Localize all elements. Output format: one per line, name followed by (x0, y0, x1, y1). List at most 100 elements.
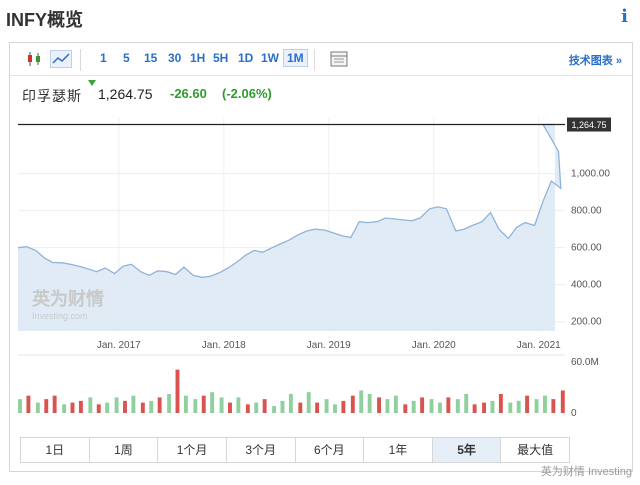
price-change: -26.60 (170, 86, 207, 101)
volume-bar (482, 402, 487, 413)
volume-bar (228, 402, 232, 413)
volume-bar (140, 402, 145, 413)
interval-5[interactable]: 5 (123, 51, 130, 65)
volume-bar (105, 402, 110, 413)
volume-bar (123, 400, 127, 413)
candlestick-icon[interactable] (24, 50, 46, 68)
volume-bar (280, 400, 285, 413)
volume-bar (315, 402, 320, 413)
chart-widget: 1 5 15 30 1H 5H 1D 1W 1M 技术图表 » 印孚瑟斯 1,2… (9, 42, 633, 472)
volume-bar (298, 402, 303, 413)
range-button[interactable]: 1日 (21, 438, 90, 462)
range-button[interactable]: 1周 (89, 438, 159, 462)
volume-bar (236, 397, 241, 413)
y-tick-label: 800.00 (571, 206, 602, 217)
range-button[interactable]: 5年 (432, 438, 502, 462)
interval-1[interactable]: 1 (100, 51, 107, 65)
line-chart-icon[interactable] (50, 50, 72, 68)
volume-bar (245, 404, 250, 413)
volume-bar (44, 399, 49, 413)
volume-bar (411, 400, 416, 413)
last-price-label: 1,264.75 (571, 120, 606, 130)
x-tick-label: Jan. 2020 (412, 340, 456, 351)
volume-axis-label: 60.0M (571, 357, 599, 368)
volume-bar (149, 400, 154, 413)
volume-bar (157, 397, 162, 413)
volume-bar (183, 395, 188, 413)
price-change-percent: (-2.06%) (222, 86, 272, 101)
range-button[interactable]: 1年 (364, 438, 433, 462)
volume-bar (359, 390, 364, 413)
interval-1w[interactable]: 1W (261, 51, 279, 65)
volume-bar (525, 395, 530, 413)
layout-icon[interactable] (328, 50, 350, 68)
volume-bar (324, 399, 329, 413)
interval-15[interactable]: 15 (144, 51, 158, 65)
volume-bar (490, 400, 495, 413)
volume-bar (367, 393, 372, 413)
price-chart[interactable]: 1,264.75 1,000.00 800.00 600.00 400.00 200.00… (10, 43, 632, 433)
volume-bar (288, 393, 293, 413)
stock-name: 印孚瑟斯 (22, 88, 82, 104)
volume-bar (306, 392, 311, 413)
volume-bar (516, 400, 521, 413)
volume-bar (272, 406, 277, 413)
volume-bar (262, 399, 267, 413)
volume-bar (534, 399, 539, 413)
volume-bar (508, 402, 513, 413)
price-line (17, 123, 562, 278)
volume-bar (350, 395, 355, 413)
price-area (18, 124, 561, 331)
x-tick-label: Jan. 2017 (97, 340, 141, 351)
range-button[interactable]: 3个月 (226, 438, 296, 462)
time-range-selector: 1日 1周 1个月 3个月 6个月 1年 5年 最大值 (20, 437, 570, 463)
watermark: 英为财情 Investing (540, 466, 632, 478)
volume-bar (88, 397, 93, 413)
interval-30[interactable]: 30 (168, 51, 182, 65)
quote-bar: 印孚瑟斯 1,264.75 -26.60 (-2.06%) (10, 76, 632, 112)
volume-bar (446, 397, 451, 413)
interval-1h[interactable]: 1H (190, 51, 206, 65)
interval-1d[interactable]: 1D (238, 51, 254, 65)
volume-bar (455, 399, 460, 413)
volume-bar (429, 399, 434, 413)
volume-bar (193, 399, 198, 413)
chart-toolbar: 1 5 15 30 1H 5H 1D 1W 1M 技术图表 » (10, 43, 632, 76)
volume-bar (403, 404, 408, 413)
range-button[interactable]: 1个月 (158, 438, 227, 462)
volume-bar (70, 402, 75, 413)
volume-bar (551, 399, 556, 413)
stock-price: 1,264.75 (98, 86, 153, 102)
technical-chart-link[interactable]: 技术图表 » (568, 55, 622, 67)
volume-bar (78, 400, 83, 413)
volume-bar (175, 369, 180, 413)
volume-bar (114, 397, 119, 413)
x-tick-label: Jan. 2021 (517, 340, 561, 351)
volume-bar (464, 393, 469, 413)
down-arrow-icon (88, 80, 96, 86)
info-icon[interactable]: i (621, 6, 628, 27)
investing-logo: 英为财情 (31, 288, 104, 310)
y-tick-label: 200.00 (571, 317, 602, 328)
volume-bar (167, 393, 172, 413)
volume-bar (254, 402, 259, 413)
last-price-box (567, 117, 611, 132)
volume-bar (393, 395, 398, 413)
interval-5h[interactable]: 5H (213, 51, 229, 65)
toolbar-separator (314, 49, 315, 71)
range-button[interactable]: 6个月 (295, 438, 365, 462)
volume-bar (96, 404, 101, 413)
x-tick-label: Jan. 2019 (307, 340, 351, 351)
volume-bar (210, 392, 215, 413)
range-button[interactable]: 最大值 (501, 438, 569, 462)
volume-bar (472, 404, 477, 413)
interval-1m[interactable]: 1M (283, 49, 308, 67)
investing-logo: Investing.com (32, 311, 88, 321)
volume-axis-zero: 0 (571, 408, 577, 419)
volume-bar (18, 399, 22, 413)
toolbar-separator (80, 49, 81, 71)
volume-bar (341, 400, 346, 413)
volume-bar (201, 395, 206, 413)
volume-bar (560, 390, 565, 413)
volume-bar (377, 397, 382, 413)
